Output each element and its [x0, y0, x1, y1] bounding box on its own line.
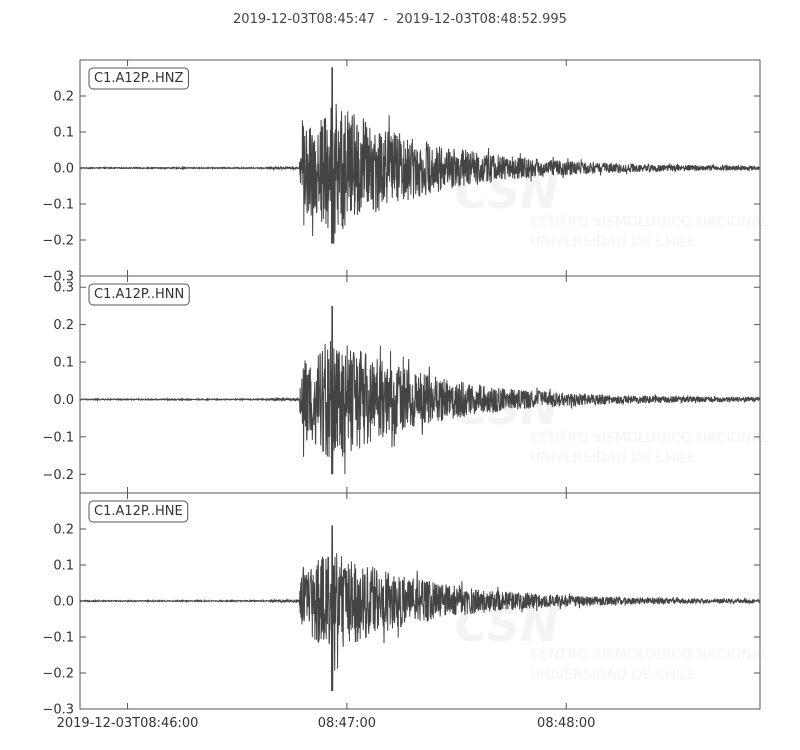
watermark-line2: UNIVERSIDAD DE CHILE [530, 667, 697, 683]
y-tick-label: 0.3 [53, 281, 74, 296]
y-tick-label: 0.0 [53, 162, 74, 177]
y-tick-label: 0.1 [53, 356, 74, 371]
watermark-line1: CENTRO SISMOLOGICO NACIONAL [530, 430, 769, 446]
y-tick-label: 0.0 [53, 393, 74, 408]
y-tick-label: 0.1 [53, 559, 74, 574]
trace-label: C1.A12P..HNN [94, 287, 184, 302]
y-tick-label: 0.1 [53, 126, 74, 141]
watermark-logo: CSN [455, 598, 559, 652]
x-tick-label: 08:47:00 [318, 716, 376, 731]
y-tick-label: −0.1 [42, 631, 74, 646]
chart-title: 2019-12-03T08:45:47 - 2019-12-03T08:48:5… [233, 12, 567, 27]
y-tick-label: 0.2 [53, 523, 74, 538]
panel-1: 0.2 0.1 0.0 −0.1 −0.2 −0.3 C1.A12P..HNZ [42, 59, 761, 285]
panels: 0.20.10.0−0.1−0.2−0.3C1.A12P..HNZ0.30.20… [42, 59, 761, 718]
y-tick-label: −0.3 [42, 270, 74, 285]
waveform-trace [79, 67, 761, 244]
watermark-line2: UNIVERSIDAD DE CHILE [530, 450, 697, 466]
y-tick-label: −0.2 [42, 468, 74, 483]
trace-label-frame [88, 67, 189, 90]
x-axis: 2019-12-03T08:46:00 08:47:00 08:48:00 [57, 716, 596, 731]
x-tick-label: 08:48:00 [537, 716, 595, 731]
trace-label-box: C1.A12P..HNE [88, 500, 189, 523]
trace-label-frame [88, 500, 189, 523]
waveform-trace [79, 525, 761, 692]
trace-label: C1.A12P..HNZ [94, 71, 183, 86]
trace-label: C1.A12P..HNE [94, 504, 183, 519]
y-tick-label: −0.1 [42, 198, 74, 213]
panel-3: 0.2 0.1 0.0 −0.1 −0.2 −0.3 C1.A12P..HNE [42, 492, 761, 718]
y-tick-label: −0.2 [42, 667, 74, 682]
trace-label-box: C1.A12P..HNZ [88, 67, 189, 90]
y-tick-label: −0.1 [42, 430, 74, 445]
y-tick-label: 0.2 [53, 90, 74, 105]
x-tick-label: 2019-12-03T08:46:00 [57, 716, 199, 731]
watermark-line1: CENTRO SISMOLOGICO NACIONAL [530, 647, 769, 663]
y-tick-label: −0.2 [42, 234, 74, 249]
y-tick-label: 0.0 [53, 595, 74, 610]
trace-label-box: C1.A12P..HNN [88, 283, 190, 306]
y-tick-label: 0.2 [53, 318, 74, 333]
waveform-trace [79, 305, 761, 475]
y-tick-label: −0.3 [42, 703, 74, 718]
watermark-line1: CENTRO SISMOLOGICO NACIONAL [530, 214, 769, 230]
trace-label-frame [88, 283, 190, 306]
panel-2: 0.3 0.2 0.1 0.0 −0.1 −0.2 C1.A12P..HNN [42, 275, 761, 494]
watermark-line2: UNIVERSIDAD DE CHILE [530, 234, 697, 250]
